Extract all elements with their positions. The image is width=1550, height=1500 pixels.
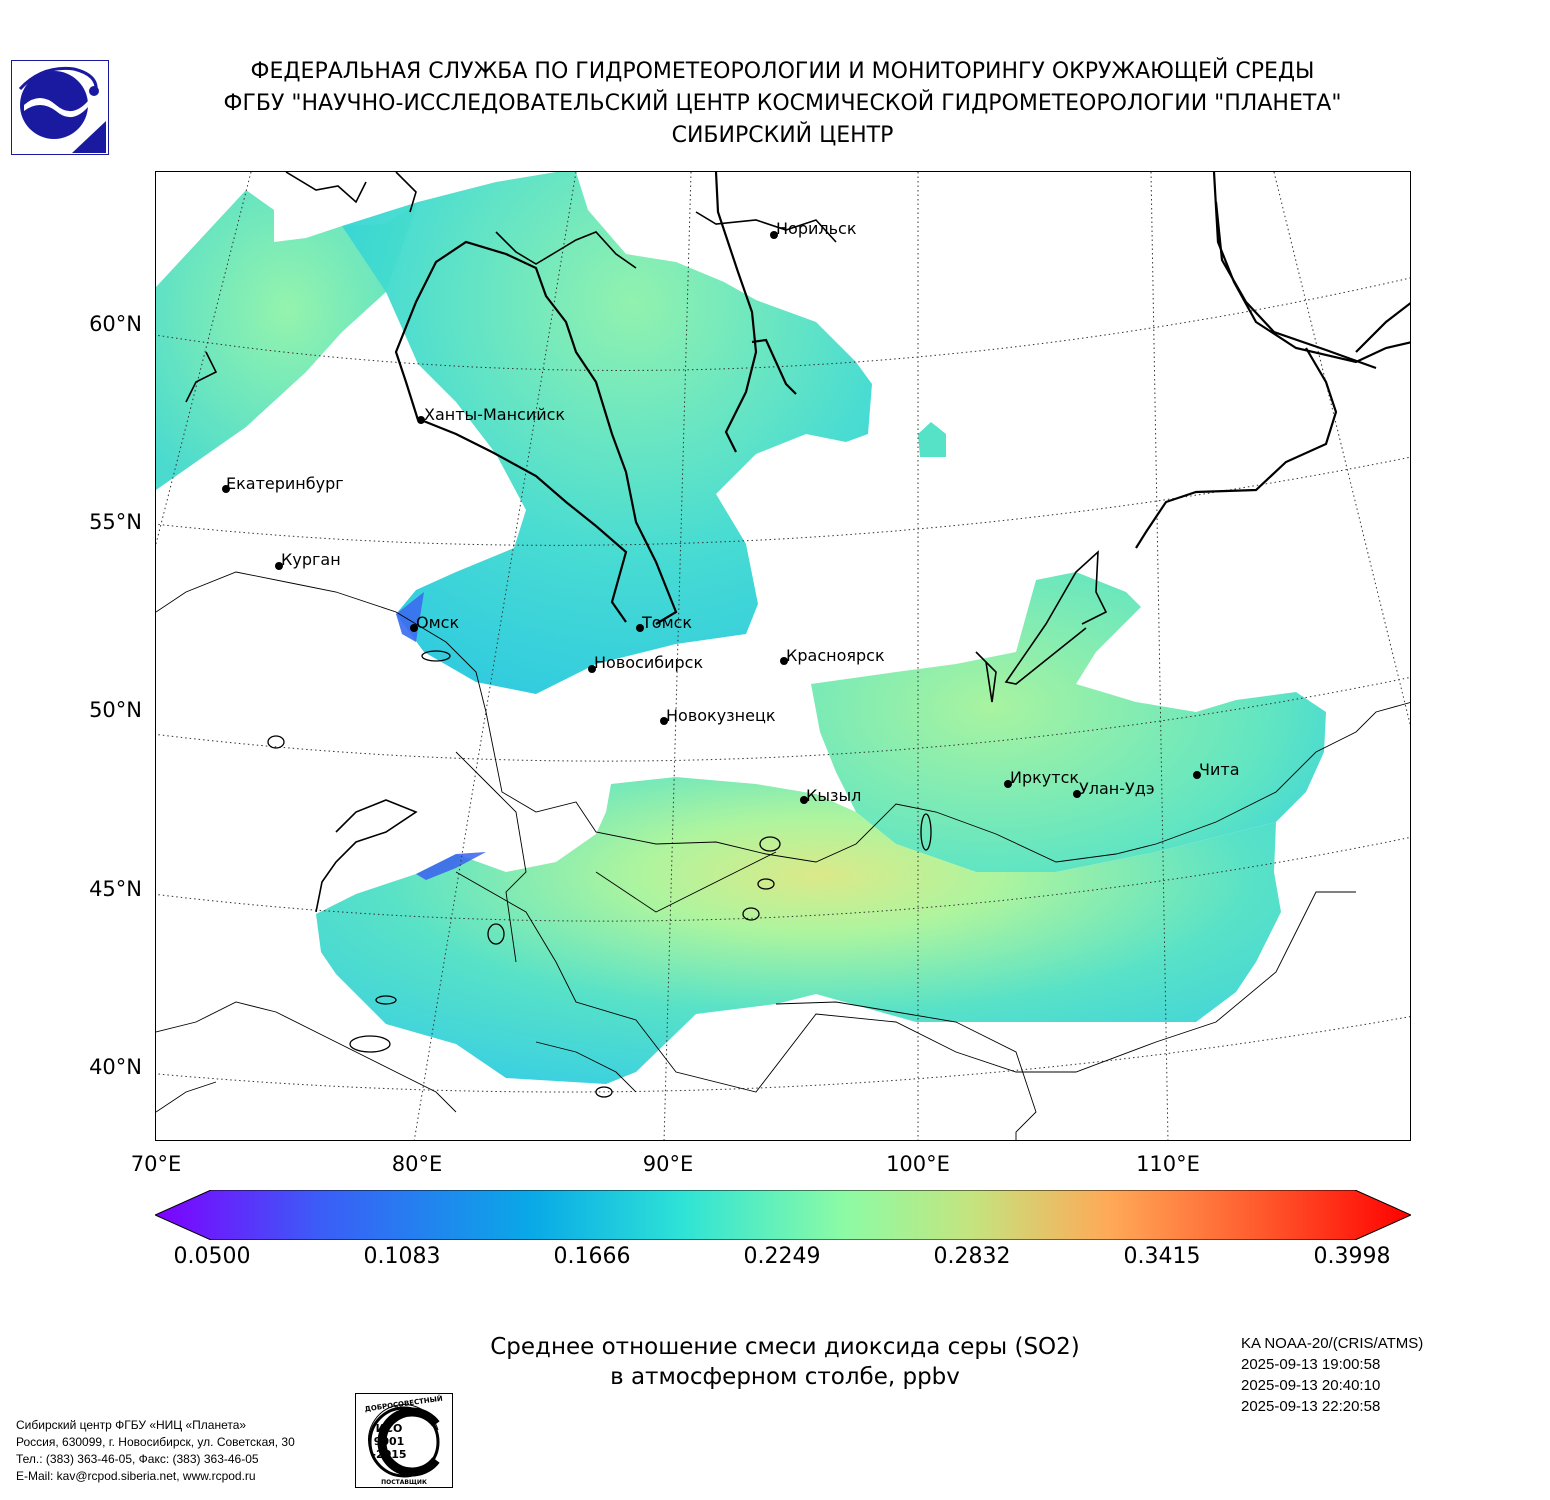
city-dot-tomsk xyxy=(636,624,644,632)
borders xyxy=(156,571,1410,1140)
stamp-line: -2015 xyxy=(371,1448,406,1461)
footer-line: E-Mail: kav@rcpod.siberia.net, www.rcpod… xyxy=(16,1469,256,1483)
so2-field-south xyxy=(316,777,1281,1084)
city-dot-ulan-ude xyxy=(1073,790,1081,798)
lat-label: 40°N xyxy=(89,1055,142,1079)
satellite-info: KA NOAA-20/(CRIS/ATMS) 2025-09-13 19:00:… xyxy=(1241,1333,1423,1417)
city-dot-omsk xyxy=(410,624,418,632)
city-label: Екатеринбург xyxy=(226,474,344,493)
city-dot-novokuznetsk xyxy=(660,717,668,725)
pass-time: 2025-09-13 20:40:10 xyxy=(1241,1377,1381,1394)
colorbar-tick: 0.3415 xyxy=(1123,1244,1201,1269)
city-label: Томск xyxy=(641,613,692,632)
so2-field-west xyxy=(156,190,418,490)
so2-field-north xyxy=(342,172,872,694)
so2-field-south-edge xyxy=(416,852,486,880)
lat-label: 45°N xyxy=(89,877,142,901)
city-dot-norilsk xyxy=(770,231,778,239)
lat-label: 60°N xyxy=(89,312,142,336)
stamp-line: 9001 xyxy=(374,1435,405,1448)
stamp-bottom-text: ПОСТАВЩИК xyxy=(381,1479,427,1486)
colorbar-tick: 0.2249 xyxy=(743,1244,821,1269)
lon-label: 80°E xyxy=(391,1152,443,1176)
city-label: Кызыл xyxy=(806,786,861,805)
map-canvas: Норильск Ханты-Мансийск Екатеринбург Кур… xyxy=(156,172,1410,1140)
city-label: Норильск xyxy=(776,219,857,238)
so2-field-baikal xyxy=(811,572,1326,872)
city-label: Ханты-Мансийск xyxy=(424,405,565,424)
footer-contact: Сибирский центр ФГБУ «НИЦ «Планета» Росс… xyxy=(16,1417,295,1485)
footer-line: Россия, 630099, г. Новосибирск, ул. Сове… xyxy=(16,1435,295,1449)
city-label: Чита xyxy=(1199,760,1240,779)
city-dot-kyzyl xyxy=(800,796,808,804)
city-label: Иркутск xyxy=(1010,768,1079,787)
satellite-name: KA NOAA-20/(CRIS/ATMS) xyxy=(1241,1335,1424,1352)
city-dot-kurgan xyxy=(275,562,283,570)
colorbar xyxy=(153,1189,1413,1241)
colorbar-tick: 0.0500 xyxy=(173,1244,251,1269)
lon-label: 100°E xyxy=(886,1152,950,1176)
city-dot-khanty-mansiysk xyxy=(417,416,425,424)
map-panel: Норильск Ханты-Мансийск Екатеринбург Кур… xyxy=(155,171,1411,1141)
header-line-3: СИБИРСКИЙ ЦЕНТР xyxy=(671,123,894,148)
city-label: Курган xyxy=(281,550,341,569)
city-label: Улан-Удэ xyxy=(1079,779,1155,798)
caption-line-2: в атмосферном столбе, ppbv xyxy=(610,1364,960,1390)
city-label: Новосибирск xyxy=(594,653,703,672)
city-dot-novosibirsk xyxy=(588,665,596,673)
graticule xyxy=(156,172,1410,1140)
coastlines xyxy=(185,172,1108,913)
city-label: Омск xyxy=(416,613,459,632)
city-dot-ekaterinburg xyxy=(222,485,230,493)
header-line-1: ФЕДЕРАЛЬНАЯ СЛУЖБА ПО ГИДРОМЕТЕОРОЛОГИИ … xyxy=(250,59,1315,84)
lon-label: 70°E xyxy=(130,1152,182,1176)
city-dot-irkutsk xyxy=(1004,780,1012,788)
pass-time: 2025-09-13 22:20:58 xyxy=(1241,1398,1381,1415)
city-dot-chita xyxy=(1193,771,1201,779)
iso-stamp-icon: ДОБРОСОВЕСТНЫЙ ИСО 9001 -2015 ПОСТАВЩИК xyxy=(355,1393,453,1488)
city-label: Красноярск xyxy=(786,646,885,665)
stamp-line: ИСО xyxy=(376,1422,403,1435)
footer-line: Сибирский центр ФГБУ «НИЦ «Планета» xyxy=(16,1418,247,1432)
colorbar-tick: 0.1083 xyxy=(363,1244,441,1269)
caption-line-1: Среднее отношение смеси диоксида серы (S… xyxy=(490,1334,1080,1360)
planeta-logo-icon xyxy=(11,60,109,155)
colorbar-tick: 0.2832 xyxy=(933,1244,1011,1269)
city-markers xyxy=(222,231,1201,804)
header-line-2: ФГБУ "НАУЧНО-ИССЛЕДОВАТЕЛЬСКИЙ ЦЕНТР КОС… xyxy=(223,91,1342,116)
lakes xyxy=(267,650,932,1098)
colorbar-tick: 0.3998 xyxy=(1313,1244,1391,1269)
lat-label: 55°N xyxy=(89,510,142,534)
lon-label: 90°E xyxy=(642,1152,694,1176)
so2-field-patch xyxy=(918,422,946,457)
rivers xyxy=(394,172,1410,625)
lon-label: 110°E xyxy=(1136,1152,1200,1176)
city-labels: Норильск Ханты-Мансийск Екатеринбург Кур… xyxy=(226,219,1240,805)
city-label: Новокузнецк xyxy=(666,706,776,725)
lat-label: 50°N xyxy=(89,698,142,722)
pass-time: 2025-09-13 19:00:58 xyxy=(1241,1356,1381,1373)
city-dot-krasnoyarsk xyxy=(780,657,788,665)
colorbar-tick: 0.1666 xyxy=(553,1244,631,1269)
footer-line: Тел.: (383) 363-46-05, Факс: (383) 363-4… xyxy=(16,1452,259,1466)
